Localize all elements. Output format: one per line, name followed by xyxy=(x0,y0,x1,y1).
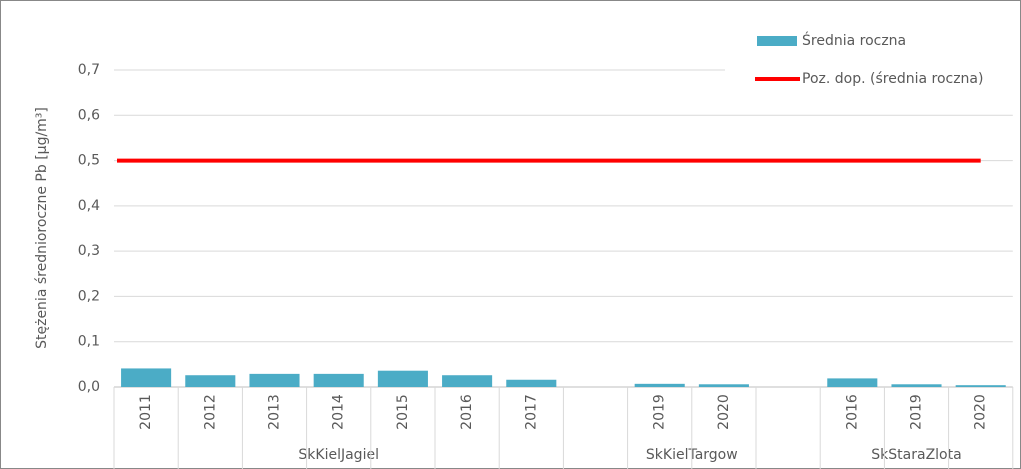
group-label: SkKielJagiel xyxy=(298,447,379,463)
group-label: SkStaraZlota xyxy=(871,447,961,463)
x-tick-label: 2020 xyxy=(973,394,989,430)
bar xyxy=(185,375,236,387)
x-tick-label: 2015 xyxy=(395,394,411,430)
x-tick-label: 2017 xyxy=(523,394,539,430)
x-tick-label: 2016 xyxy=(844,394,860,430)
x-tick-label: 2012 xyxy=(202,394,218,430)
bar xyxy=(442,375,493,387)
bar xyxy=(121,368,172,387)
y-tick-label: 0,1 xyxy=(78,334,100,350)
legend-label: Poz. dop. (średnia roczna) xyxy=(802,71,983,87)
y-axis-label: Stężenia średnioroczne Pb [µg/m³] xyxy=(34,107,50,349)
x-tick-label: 2019 xyxy=(652,394,668,430)
bar xyxy=(249,373,300,387)
y-tick-label: 0,5 xyxy=(78,153,100,169)
legend-swatch xyxy=(757,36,797,46)
legend-background xyxy=(725,24,1017,94)
bar xyxy=(698,384,749,387)
x-tick-label: 2020 xyxy=(716,394,732,430)
legend-label: Średnia roczna xyxy=(802,31,906,49)
x-tick-label: 2016 xyxy=(459,394,475,430)
y-tick-label: 0,3 xyxy=(78,243,100,259)
y-tick-label: 0,6 xyxy=(78,107,100,123)
bar xyxy=(377,370,428,387)
x-tick-label: 2013 xyxy=(267,394,283,430)
y-tick-label: 0,7 xyxy=(78,62,100,78)
bar xyxy=(506,379,557,387)
x-tick-label: 2014 xyxy=(331,394,347,430)
y-tick-label: 0,2 xyxy=(78,288,100,304)
bar xyxy=(955,385,1006,387)
x-tick-label: 2019 xyxy=(909,394,925,430)
bar xyxy=(827,378,878,387)
y-tick-label: 0,4 xyxy=(78,198,100,214)
bar xyxy=(891,384,942,387)
y-tick-label: 0,0 xyxy=(78,379,100,395)
x-tick-label: 2011 xyxy=(138,394,154,430)
bar xyxy=(313,373,364,387)
bar xyxy=(634,383,685,387)
